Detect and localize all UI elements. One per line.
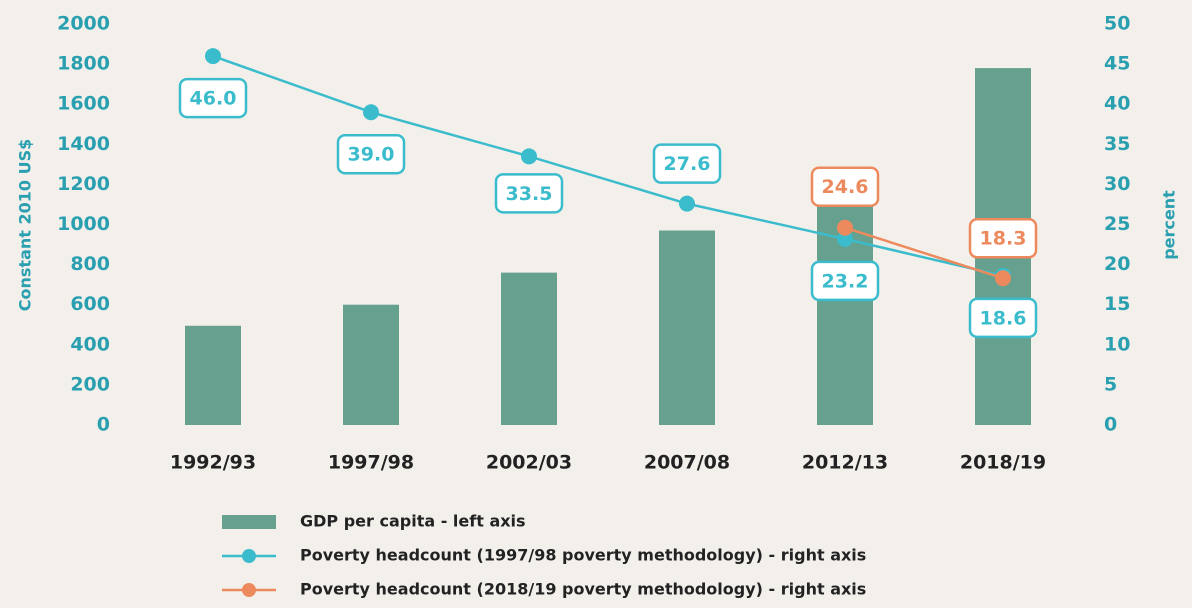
line	[844, 226, 1004, 280]
x-tick-label: 1992/93	[170, 452, 256, 474]
point	[837, 230, 853, 247]
value-label-box	[810, 166, 880, 207]
x-tick-label: 2018/19	[960, 452, 1046, 474]
y-tick-label: 600	[70, 293, 110, 315]
y-tick-label: 1800	[57, 53, 110, 75]
y-tick-label: 1600	[57, 93, 110, 115]
y2-tick-label: 40	[1104, 93, 1130, 115]
y2-tick-label: 35	[1104, 133, 1130, 155]
legend-marker	[242, 583, 256, 597]
y-tick-label: 1200	[57, 173, 110, 195]
y2-tick-label: 25	[1104, 213, 1130, 235]
y2-tick-label: 20	[1104, 253, 1130, 275]
value-label-box	[968, 217, 1038, 259]
value-label: 46.0	[190, 88, 237, 110]
legend-label: Poverty headcount (2018/19 poverty metho…	[300, 580, 866, 599]
value-label: 23.2	[822, 270, 869, 292]
y-tick-label: 1000	[57, 213, 110, 235]
point	[995, 270, 1011, 287]
value-label-box	[494, 173, 564, 214]
value-label-box	[652, 143, 722, 184]
value-label-box	[810, 260, 880, 302]
x-tick-label: 2012/13	[802, 452, 888, 474]
point	[837, 219, 853, 236]
point	[363, 104, 379, 121]
value-label: 18.6	[980, 307, 1027, 329]
point	[521, 148, 537, 165]
bar	[659, 230, 715, 425]
value-label: 27.6	[664, 153, 711, 175]
legend-marker	[242, 549, 256, 563]
y2-axis-label: percent	[1160, 190, 1179, 260]
bar	[501, 272, 557, 425]
value-label: 39.0	[348, 144, 395, 166]
bar	[343, 304, 399, 425]
point	[205, 48, 221, 65]
value-label-box	[336, 133, 406, 175]
y-axis-label: Constant 2010 US$	[16, 139, 35, 311]
legend-label: GDP per capita - left axis	[300, 512, 526, 531]
bar	[185, 325, 241, 425]
y-tick-label: 0	[97, 414, 110, 436]
y2-tick-label: 5	[1104, 373, 1117, 395]
value-label: 18.3	[980, 228, 1027, 250]
y-tick-label: 2000	[57, 13, 110, 35]
y2-tick-label: 30	[1104, 173, 1130, 195]
value-label-box	[178, 77, 248, 119]
legend-swatch	[222, 515, 276, 529]
y2-tick-label: 0	[1104, 414, 1117, 436]
value-label-box	[968, 297, 1038, 339]
y-tick-label: 800	[70, 253, 110, 275]
value-label: 24.6	[822, 176, 869, 198]
legend-label: Poverty headcount (1997/98 poverty metho…	[300, 546, 866, 565]
y2-tick-label: 45	[1104, 53, 1130, 75]
x-tick-label: 2002/03	[486, 452, 572, 474]
point	[679, 195, 695, 212]
y2-tick-label: 15	[1104, 293, 1130, 315]
line	[212, 54, 1004, 278]
value-label: 33.5	[506, 183, 553, 205]
y2-tick-label: 50	[1104, 13, 1130, 35]
x-tick-label: 2007/08	[644, 452, 730, 474]
y-tick-label: 400	[70, 333, 110, 355]
y-tick-label: 1400	[57, 133, 110, 155]
x-tick-label: 1997/98	[328, 452, 414, 474]
y2-tick-label: 10	[1104, 333, 1130, 355]
y-tick-label: 200	[70, 373, 110, 395]
